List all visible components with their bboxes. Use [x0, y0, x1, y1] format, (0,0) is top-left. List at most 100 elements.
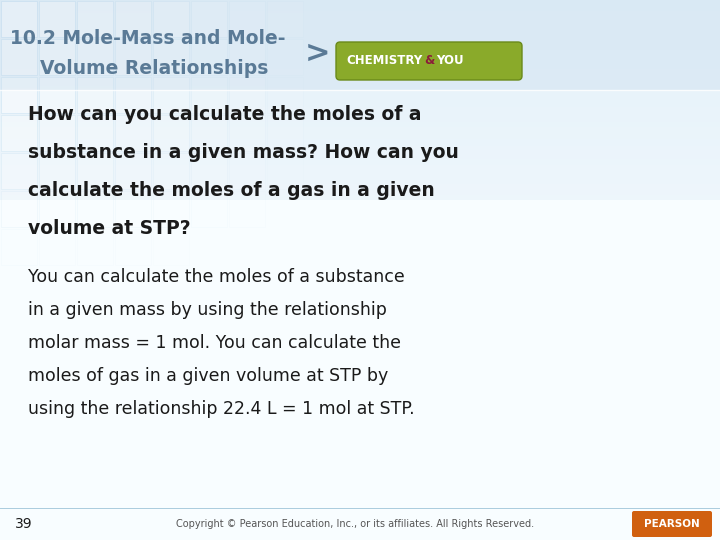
Bar: [0, 21, 720, 22]
Bar: [0, 139, 720, 140]
Bar: [0, 59, 720, 60]
Bar: [0, 13, 720, 14]
Bar: [115, 153, 151, 189]
Bar: [0, 45, 720, 46]
Bar: [0, 186, 720, 187]
Text: substance in a given mass? How can you: substance in a given mass? How can you: [28, 143, 459, 162]
Bar: [0, 164, 720, 165]
Bar: [0, 99, 720, 100]
Bar: [0, 109, 720, 110]
Bar: [267, 39, 303, 75]
Bar: [0, 19, 720, 20]
Text: >: >: [305, 38, 330, 68]
Bar: [0, 198, 720, 199]
Bar: [0, 153, 720, 154]
Bar: [1, 77, 37, 113]
Text: How can you calculate the moles of a: How can you calculate the moles of a: [28, 105, 421, 124]
Bar: [0, 133, 720, 134]
Bar: [0, 120, 720, 121]
Bar: [77, 77, 113, 113]
Bar: [191, 153, 227, 189]
Bar: [77, 153, 113, 189]
Text: Copyright © Pearson Education, Inc., or its affiliates. All Rights Reserved.: Copyright © Pearson Education, Inc., or …: [176, 519, 534, 529]
Bar: [39, 1, 75, 37]
Bar: [0, 154, 720, 155]
Bar: [0, 143, 720, 144]
Bar: [0, 92, 720, 93]
Bar: [115, 77, 151, 113]
Bar: [0, 81, 720, 82]
Bar: [0, 68, 720, 69]
Bar: [0, 157, 720, 158]
Text: You can calculate the moles of a substance: You can calculate the moles of a substan…: [28, 268, 405, 286]
Bar: [0, 39, 720, 40]
Bar: [191, 191, 227, 227]
Bar: [0, 129, 720, 130]
Bar: [0, 46, 720, 47]
Bar: [0, 91, 720, 92]
Bar: [0, 148, 720, 149]
Bar: [0, 149, 720, 150]
Bar: [0, 64, 720, 65]
Bar: [0, 188, 720, 189]
Bar: [0, 31, 720, 32]
Bar: [0, 142, 720, 143]
Bar: [267, 115, 303, 151]
Bar: [0, 102, 720, 103]
Bar: [0, 90, 720, 91]
Bar: [0, 176, 720, 177]
Bar: [0, 194, 720, 195]
Bar: [0, 190, 720, 191]
Bar: [0, 12, 720, 13]
Bar: [0, 67, 720, 68]
Bar: [153, 1, 189, 37]
Bar: [0, 41, 720, 42]
Bar: [0, 187, 720, 188]
Bar: [0, 85, 720, 86]
Bar: [0, 141, 720, 142]
Bar: [0, 30, 720, 31]
Bar: [0, 131, 720, 132]
Bar: [0, 40, 720, 41]
Bar: [0, 95, 720, 96]
Bar: [0, 128, 720, 129]
Bar: [77, 1, 113, 37]
Bar: [0, 37, 720, 38]
Bar: [0, 8, 720, 9]
Bar: [0, 196, 720, 197]
Bar: [0, 65, 720, 66]
Bar: [0, 179, 720, 180]
Bar: [0, 82, 720, 83]
Bar: [0, 22, 720, 23]
Bar: [0, 115, 720, 116]
Bar: [0, 165, 720, 166]
Bar: [0, 14, 720, 15]
Bar: [0, 191, 720, 192]
Bar: [0, 140, 720, 141]
Bar: [39, 39, 75, 75]
Bar: [0, 174, 720, 175]
Text: YOU: YOU: [436, 54, 464, 67]
Bar: [0, 135, 720, 136]
Text: CHEMISTRY: CHEMISTRY: [346, 54, 422, 67]
Bar: [0, 50, 720, 51]
Bar: [1, 39, 37, 75]
Bar: [0, 136, 720, 137]
Bar: [77, 229, 113, 265]
Bar: [0, 10, 720, 11]
Bar: [39, 77, 75, 113]
Bar: [0, 17, 720, 18]
Bar: [0, 88, 720, 89]
Bar: [0, 20, 720, 21]
Bar: [0, 79, 720, 80]
Bar: [267, 1, 303, 37]
Bar: [0, 106, 720, 107]
Text: volume at STP?: volume at STP?: [28, 219, 191, 238]
Bar: [0, 63, 720, 64]
Bar: [0, 74, 720, 75]
Bar: [0, 151, 720, 152]
Bar: [0, 175, 720, 176]
Bar: [0, 147, 720, 148]
Bar: [0, 134, 720, 135]
Bar: [0, 112, 720, 113]
